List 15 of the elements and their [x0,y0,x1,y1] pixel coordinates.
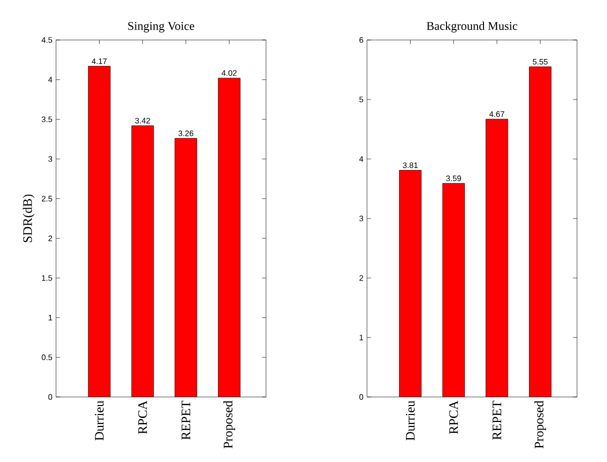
x-tick-label: REPET [492,400,502,440]
x-tick-label: Proposed [223,400,236,448]
x-tick-label: Durrieu [406,400,415,440]
x-tick-label: RPCA [138,400,147,434]
x-tick-label: Durrieu [94,400,104,440]
bar [88,66,111,397]
x-tick-label: REPET [182,400,190,440]
x-tick-label: RPCA [449,400,458,434]
x-tick-label: Proposed [534,400,546,448]
chart-title: Singing Voice [128,22,194,32]
y-axis-title: SDR(dB) [22,194,35,242]
bar [218,78,240,397]
chart-title: Background Music [426,22,518,32]
bar [131,125,154,397]
bar [174,138,198,397]
